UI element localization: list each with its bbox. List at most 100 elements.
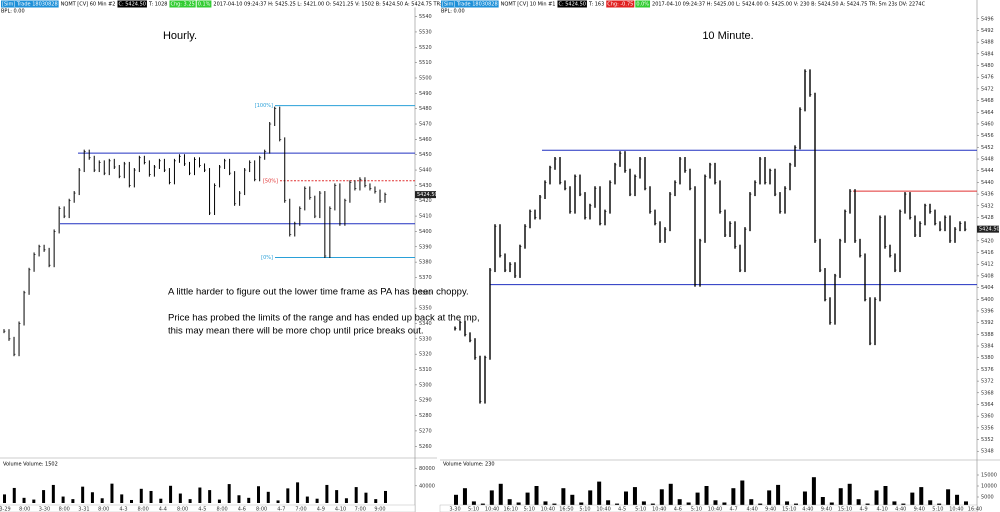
volume-bar bbox=[12, 487, 16, 503]
y-tick-label: 5390 bbox=[419, 244, 432, 250]
header-field: [Sim] Trade 18030828 bbox=[2, 2, 58, 8]
header-field: 2017-04-10 09:24:37 H: 5425.25 L: 5421.0… bbox=[213, 2, 493, 8]
volume-bar bbox=[731, 488, 736, 508]
y-tick-label: 5456 bbox=[981, 133, 994, 139]
volume-bar bbox=[42, 490, 46, 503]
header-box bbox=[147, 0, 169, 8]
y-tick-label: 5364 bbox=[981, 402, 994, 408]
volume-bar bbox=[847, 483, 852, 508]
volume-bar bbox=[110, 483, 114, 503]
volume-bar bbox=[910, 492, 915, 508]
y-tick-label: 5408 bbox=[981, 273, 994, 279]
time-label: 4-6 bbox=[674, 507, 682, 512]
subheader: BPL: 0.00 bbox=[1, 9, 25, 15]
volume-bar bbox=[81, 486, 85, 503]
y-tick-label: 5300 bbox=[419, 382, 432, 388]
y-tick-label: 5450 bbox=[419, 152, 432, 158]
header-box bbox=[59, 0, 117, 8]
time-label: 8:00 bbox=[177, 507, 188, 512]
time-label: 8:00 bbox=[256, 507, 267, 512]
time-label: 4-6 bbox=[238, 507, 246, 512]
time-label: 5:10 bbox=[524, 507, 535, 512]
time-label: 5:10 bbox=[468, 507, 479, 512]
volume-bar bbox=[919, 487, 924, 508]
volume-bar bbox=[335, 490, 339, 503]
header-field: Chg: -0.75 bbox=[607, 2, 633, 8]
y-tick-label: 5440 bbox=[419, 168, 432, 174]
header-box bbox=[196, 0, 212, 8]
volume-bar bbox=[704, 486, 709, 508]
volume-bar bbox=[364, 492, 368, 503]
time-label: 10:40 bbox=[949, 507, 963, 512]
volume-bar bbox=[695, 492, 700, 508]
header-field: C: 5424.50 bbox=[558, 2, 585, 8]
y-tick-label: 5464 bbox=[981, 110, 994, 116]
time-label: 10:40 bbox=[708, 507, 722, 512]
volume-bar bbox=[217, 499, 221, 503]
y-tick-label: 5352 bbox=[981, 437, 994, 443]
volume-bar bbox=[534, 486, 539, 508]
header-field: C: 5424.50 bbox=[118, 2, 145, 8]
y-tick-label: 5404 bbox=[981, 285, 994, 291]
time-label: 4-4 bbox=[159, 507, 167, 512]
volume-bar bbox=[946, 489, 951, 508]
header-box bbox=[651, 0, 927, 8]
time-label: 4-3 bbox=[119, 507, 127, 512]
header-field: Chg: 3.25 bbox=[170, 2, 194, 8]
y-tick-label: 5356 bbox=[981, 425, 994, 431]
volume-bar bbox=[570, 494, 575, 508]
time-label: 5:10 bbox=[635, 507, 646, 512]
volume-bar bbox=[471, 501, 476, 508]
volume-bar bbox=[892, 501, 897, 508]
y-tick-label: 5420 bbox=[419, 198, 432, 204]
y-tick-label: 5412 bbox=[981, 262, 994, 268]
volume-bar bbox=[561, 488, 566, 508]
time-label: 4-5 bbox=[198, 507, 206, 512]
time-label: 3-31 bbox=[78, 507, 89, 512]
volume-bar bbox=[767, 490, 772, 508]
y-tick-label: 5530 bbox=[419, 29, 432, 35]
y-tick-label: 5496 bbox=[981, 16, 994, 22]
volume-bar bbox=[237, 495, 241, 503]
time-label: 16:40 bbox=[968, 507, 982, 512]
time-label: 4:40 bbox=[895, 507, 906, 512]
volume-bar bbox=[606, 500, 611, 508]
volume-tick-label: 80000 bbox=[419, 466, 435, 472]
volume-bar bbox=[928, 500, 933, 508]
y-tick-label: 5372 bbox=[981, 379, 994, 385]
volume-bar bbox=[624, 491, 628, 508]
y-tick-label: 5400 bbox=[419, 229, 432, 235]
y-tick-label: 5384 bbox=[981, 344, 994, 350]
volume-bar bbox=[354, 487, 358, 503]
y-tick-label: 5260 bbox=[419, 444, 432, 450]
annotation: this may mean there will be more chop un… bbox=[168, 326, 424, 337]
volume-bar bbox=[266, 491, 270, 503]
y-tick-label: 5380 bbox=[981, 355, 994, 361]
time-label: 4:40 bbox=[747, 507, 758, 512]
volume-bar bbox=[785, 501, 790, 508]
volume-bar bbox=[61, 496, 65, 503]
volume-bar bbox=[247, 497, 251, 503]
y-tick-label: 5468 bbox=[981, 98, 994, 104]
time-label: 4-9 bbox=[317, 507, 325, 512]
time-label: 4-7 bbox=[729, 507, 737, 512]
volume-bar bbox=[811, 477, 816, 508]
y-tick-label: 5480 bbox=[981, 63, 994, 69]
volume-bar bbox=[276, 500, 280, 503]
volume-bar bbox=[820, 497, 825, 508]
volume-bar bbox=[227, 484, 231, 503]
y-tick-label: 5420 bbox=[981, 238, 994, 244]
y-tick-label: 5428 bbox=[981, 215, 994, 221]
y-tick-label: 5380 bbox=[419, 260, 432, 266]
volume-bar bbox=[159, 498, 163, 503]
volume-bar bbox=[22, 497, 26, 503]
volume-tick-label: 15000 bbox=[981, 473, 997, 479]
time-label: 16:10 bbox=[504, 507, 518, 512]
volume-bar bbox=[713, 500, 718, 508]
volume-bar bbox=[71, 499, 75, 503]
time-label: 8:00 bbox=[98, 507, 109, 512]
volume-bar bbox=[90, 492, 94, 503]
volume-title: Volume Volume: 1502 bbox=[3, 462, 58, 468]
time-label: 9:00 bbox=[374, 507, 385, 512]
